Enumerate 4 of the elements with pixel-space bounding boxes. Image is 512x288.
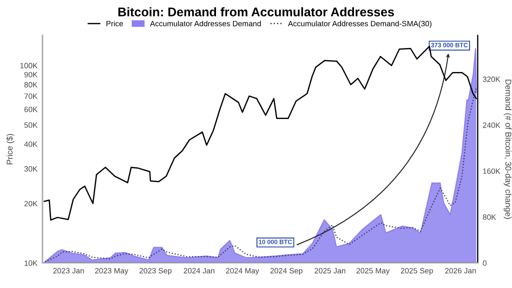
y-axis-title: Price ($) (6, 134, 14, 164)
line-series (44, 87, 477, 262)
chart-title: Bitcoin: Demand from Accumulator Addresses (118, 7, 394, 16)
y2-axis-title: Demand (# of Bitcoin, 30-day change) (504, 80, 512, 219)
